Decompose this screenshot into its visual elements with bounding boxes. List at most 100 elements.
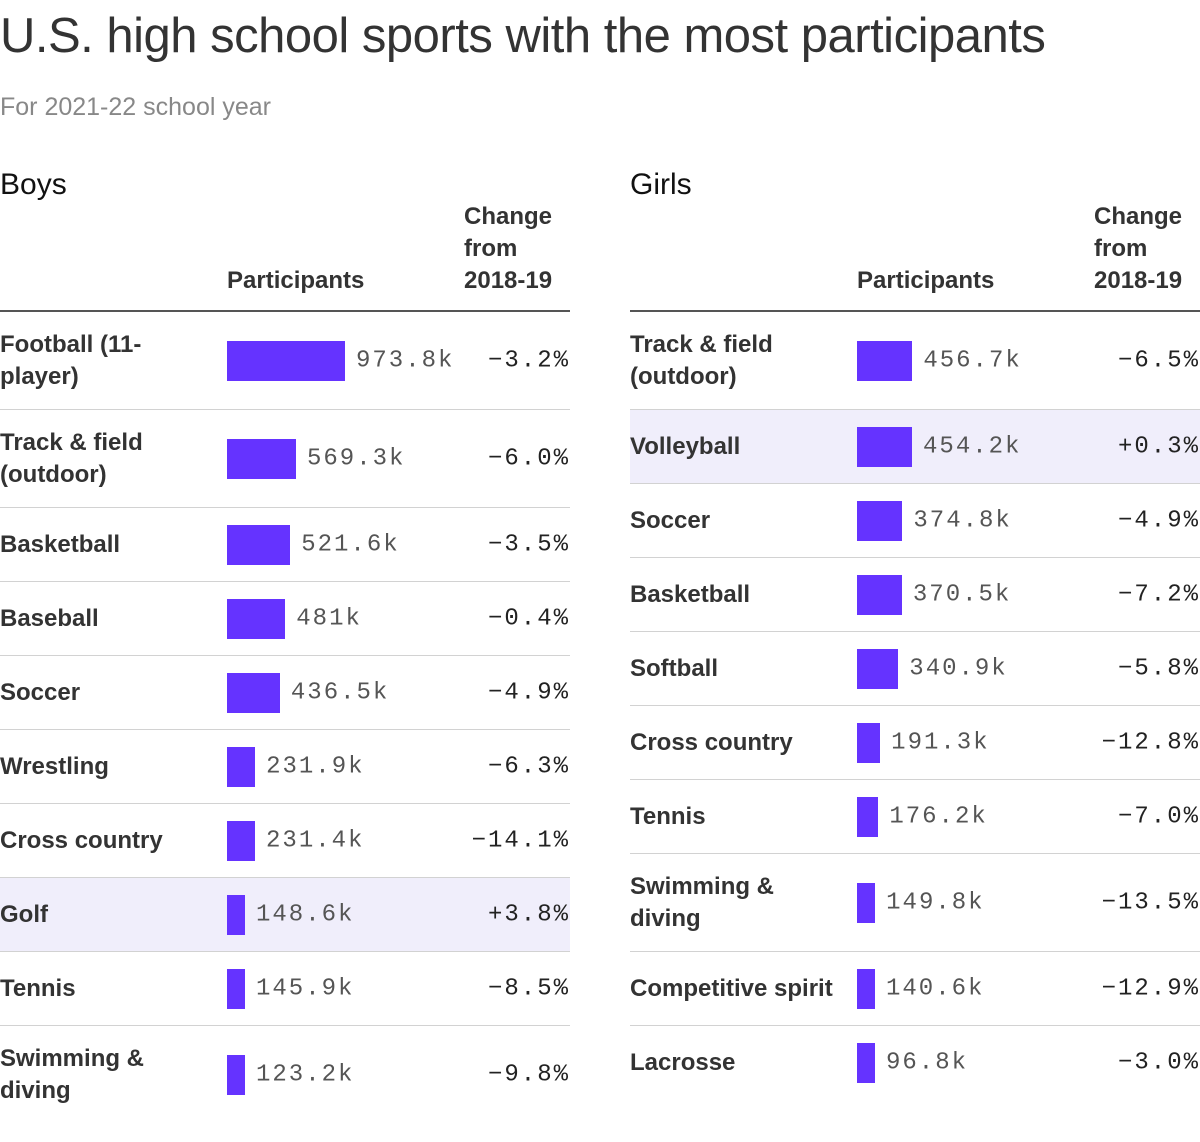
sport-label: Cross country [0,826,163,854]
boys-table-row: Soccer 436.5k −4.9% [0,656,570,730]
participants-value: 176.2k [889,803,988,830]
participants-value: 231.9k [266,753,365,780]
sport-label: Baseball [0,604,99,632]
participants-bar [227,968,245,1009]
sport-label: Basketball [630,580,751,608]
girls-table-row: Volleyball 454.2k +0.3% [630,410,1200,484]
sport-label: Softball [630,654,718,682]
boys-table-row: Tennis 145.9k −8.5% [0,952,570,1026]
participants-bar [227,672,280,713]
participants-value: 569.3k [306,445,406,472]
change-value: −6.3% [487,753,570,780]
boys-table-row: Baseball 481k −0.4% [0,582,570,656]
participants-bar [227,524,291,565]
participants-bar [227,438,296,479]
sport-label: Basketball [0,530,121,558]
boys-header-rule [0,310,570,312]
sport-label: Football (11-player) [0,330,142,390]
participants-bar [227,746,256,787]
participants-bar [857,882,876,923]
participants-bar [227,340,345,381]
participants-value: 456.7k [923,347,1022,374]
participants-bar [227,894,245,935]
boys-table-row: Wrestling 231.9k −6.3% [0,730,570,804]
boys-table-row: Track & field (outdoor) 569.3k −6.0% [0,410,570,508]
participants-value: 123.2k [256,1061,355,1089]
sport-label: Volleyball [630,432,741,460]
change-value: −7.0% [1117,803,1200,830]
sport-label: Track & field (outdoor) [630,330,773,390]
chart-title: U.S. high school sports with the most pa… [0,9,1046,63]
boys-table-row: Swimming & diving 123.2k −9.8% [0,1026,570,1124]
change-value: +0.3% [1117,433,1200,460]
change-value: −3.5% [487,531,570,558]
participants-value: 454.2k [923,433,1022,460]
participants-bar [857,648,899,689]
change-value: −4.9% [487,679,570,706]
change-value: −9.8% [487,1061,570,1089]
change-value: −6.5% [1117,347,1200,374]
sport-label: Wrestling [0,752,109,780]
girls-panel-title: Girls [630,168,692,201]
boys-change-header: Change from 2018-19 [464,203,553,294]
participants-value: 140.6k [886,975,985,1002]
participants-value: 231.4k [266,827,365,854]
girls-rows: Track & field (outdoor) 456.7k −6.5% Volley… [630,312,1200,1100]
change-value: −3.0% [1117,1049,1200,1077]
sport-label: Lacrosse [630,1049,736,1076]
change-value: −12.8% [1101,729,1200,756]
boys-panel-title: Boys [0,168,67,201]
boys-table-row: Cross country 231.4k −14.1% [0,804,570,878]
participants-bar [857,500,903,541]
participants-bar [857,426,913,467]
participants-bar [857,968,875,1009]
participants-bar [857,722,881,763]
sport-label: Track & field (outdoor) [0,428,143,488]
sport-label: Swimming & diving [630,872,775,932]
chart-subtitle: For 2021-22 school year [0,93,271,121]
sport-label: Competitive spirit [630,974,833,1002]
participants-value: 96.8k [886,1049,969,1077]
change-value: −14.1% [471,827,570,854]
change-value: −3.2% [487,347,570,374]
change-value: +3.8% [487,901,570,928]
sport-label: Golf [0,900,48,928]
change-value: −13.5% [1101,889,1200,916]
girls-table-row: Softball 340.9k −5.8% [630,632,1200,706]
girls-participants-header: Participants [857,267,995,294]
participants-value: 374.8k [913,507,1012,534]
participants-bar [857,796,879,837]
girls-table-row: Tennis 176.2k −7.0% [630,780,1200,854]
participants-bar [857,574,902,615]
sport-label: Swimming & diving [0,1045,145,1104]
girls-table-row: Lacrosse 96.8k −3.0% [630,1026,1200,1100]
participants-value: 145.9k [256,975,355,1002]
girls-table-row: Cross country 191.3k −12.8% [630,706,1200,780]
change-value: −4.9% [1117,507,1200,534]
boys-table-row: Football (11-player) 973.8k −3.2% [0,312,570,410]
boys-rows: Football (11-player) 973.8k −3.2% Track & f… [0,312,570,1124]
participants-value: 340.9k [909,655,1008,682]
participants-value: 148.6k [256,901,355,928]
girls-table-row: Basketball 370.5k −7.2% [630,558,1200,632]
participants-bar [227,1055,245,1095]
girls-table-row: Swimming & diving 149.8k −13.5% [630,854,1200,952]
sport-label: Tennis [630,802,706,830]
participants-bar [227,820,256,861]
change-value: −6.0% [487,445,570,472]
change-value: −12.9% [1101,975,1200,1002]
change-value: −7.2% [1117,581,1200,608]
girls-table-row: Track & field (outdoor) 456.7k −6.5% [630,312,1200,410]
participants-value: 481k [296,605,362,632]
participants-bar [857,340,913,381]
change-value: −8.5% [487,975,570,1002]
girls-table-row: Soccer 374.8k −4.9% [630,484,1200,558]
participants-value: 370.5k [912,581,1012,608]
change-value: −5.8% [1117,655,1200,682]
participants-value: 436.5k [290,679,390,706]
sport-label: Soccer [0,678,81,706]
sport-label: Cross country [630,728,793,756]
boys-table-row: Basketball 521.6k −3.5% [0,508,570,582]
sport-label: Soccer [630,506,711,534]
change-value: −0.4% [487,605,570,632]
